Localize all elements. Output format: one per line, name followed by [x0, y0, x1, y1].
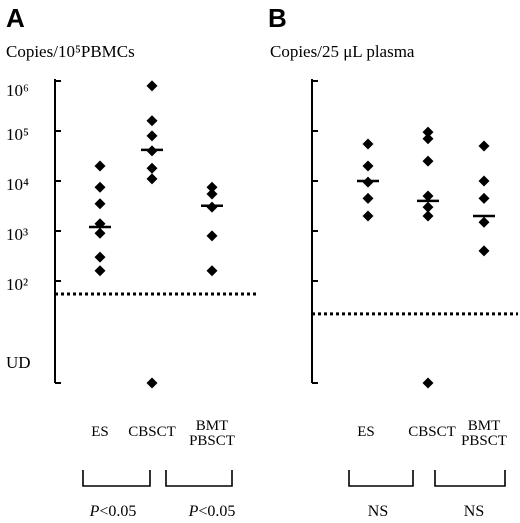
- panel-a-point-es-0: [94, 160, 106, 172]
- panel-b-point-cbsct-2: [422, 155, 434, 167]
- panel-b-point-es-4: [362, 210, 374, 222]
- panel-a-point-cbsct-2: [146, 130, 158, 142]
- panel-b-point-bmt-pbsct-4: [478, 245, 490, 257]
- panel-b-category-label-bmt-pbsct-line1: BMT: [468, 418, 501, 434]
- panel-a-point-es-5: [94, 251, 106, 263]
- panel-a-ylabel: Copies/10⁵PBMCs: [6, 42, 135, 61]
- panel-b-point-es-0: [362, 138, 374, 150]
- y-tick-label-1e6: 10⁶: [6, 81, 29, 100]
- panel-a-point-es-4: [94, 227, 106, 239]
- panel-b-category-label-cbsct: CBSCT: [408, 424, 456, 440]
- panel-a-point-cbsct-1: [146, 115, 158, 127]
- panel-a-comparison-2-rest: <0.05: [198, 503, 235, 520]
- panel-b-point-cbsct-0: [422, 126, 434, 138]
- panel-b-comparison-2: NS: [464, 503, 484, 520]
- panel-a-comparison-1: P<0.05: [89, 503, 137, 520]
- panel-a-comparison-bracket-2: [165, 470, 233, 487]
- panel-letter-b: B: [268, 3, 287, 33]
- panel-b-point-bmt-pbsct-2: [478, 192, 490, 204]
- panel-b-point-es-1: [362, 160, 374, 172]
- panel-a-point-bmt-pbsct-2: [206, 201, 218, 213]
- panel-b-point-cbsct-6: [422, 377, 434, 389]
- panel-a-comparison-2: P<0.05: [188, 503, 236, 520]
- panel-b-ylabel: Copies/25 μL plasma: [270, 42, 415, 61]
- y-tick-label-ud: UD: [6, 353, 31, 372]
- panel-a-point-bmt-pbsct-3: [206, 230, 218, 242]
- panel-a-point-cbsct-4: [146, 162, 158, 174]
- panel-b-point-cbsct-1: [422, 133, 434, 145]
- panel-b-point-bmt-pbsct-1: [478, 175, 490, 187]
- y-tick-label-1e5: 10⁵: [6, 125, 29, 144]
- panel-a-category-label-bmt-pbsct-line2: PBSCT: [189, 433, 235, 449]
- panel-a-comparison-1-rest: <0.05: [99, 503, 136, 520]
- panel-b-category-label-bmt-pbsct-line2: PBSCT: [461, 433, 507, 449]
- y-tick-label-1e3: 10³: [6, 225, 28, 244]
- panel-b-point-cbsct-3: [422, 190, 434, 202]
- panel-b-point-bmt-pbsct-3: [478, 216, 490, 228]
- panel-b-point-bmt-pbsct-0: [478, 140, 490, 152]
- panel-b-point-cbsct-4: [422, 201, 434, 213]
- panel-b-point-es-3: [362, 192, 374, 204]
- panel-a-category-label-es: ES: [91, 424, 109, 440]
- y-tick-labels: 10⁶ 10⁵ 10⁴ 10³ 10² UD: [6, 81, 31, 372]
- panel-a-point-es-1: [94, 181, 106, 193]
- panel-letter-a: A: [6, 3, 25, 33]
- y-tick-label-1e4: 10⁴: [6, 175, 29, 194]
- panel-a-point-cbsct-0: [146, 80, 158, 92]
- panel-b-comparison-bracket-2: [434, 470, 506, 487]
- panel-a-point-bmt-pbsct-0: [206, 181, 218, 193]
- panel-b-point-cbsct-5: [422, 210, 434, 222]
- panel-b-comparison-bracket-1: [348, 470, 414, 487]
- panel-a-point-cbsct-6: [146, 377, 158, 389]
- panel-b-comparison-1: NS: [368, 503, 388, 520]
- panel-a-point-bmt-pbsct-1: [206, 188, 218, 200]
- panel-a-point-cbsct-5: [146, 173, 158, 185]
- panel-a-comparison-bracket-1: [82, 470, 151, 487]
- y-tick-label-1e2: 10²: [6, 275, 28, 294]
- panel-b-category-label-es: ES: [357, 424, 375, 440]
- panel-a-point-es-2: [94, 198, 106, 210]
- panel-a-category-label-cbsct: CBSCT: [128, 424, 176, 440]
- panel-a-category-label-bmt-pbsct-line1: BMT: [196, 418, 229, 434]
- panel-a-point-es-6: [94, 265, 106, 277]
- panel-a-point-bmt-pbsct-4: [206, 265, 218, 277]
